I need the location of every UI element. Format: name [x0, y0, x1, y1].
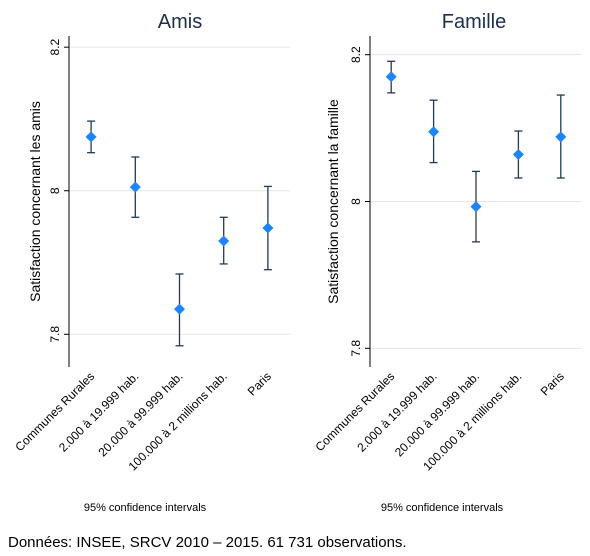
y-tick-label: 7.8: [48, 326, 62, 343]
y-axis-title: Satisfaction concernant la famille: [325, 99, 341, 304]
data-point: [174, 303, 185, 315]
y-tick-label: 8.2: [349, 46, 363, 63]
data-point: [85, 131, 97, 143]
x-tick-label: Paris: [245, 369, 274, 398]
x-tick-label: Communes Rurales: [312, 369, 397, 454]
x-tick-label: Paris: [538, 369, 567, 398]
ci-note: 95% confidence intervals: [84, 502, 207, 514]
y-tick-label: 8: [349, 198, 363, 205]
panel-title: Famille: [442, 11, 506, 33]
x-tick-label: Communes Rurales: [12, 369, 97, 454]
data-point: [555, 131, 567, 143]
figure: 7.8 8 8.2 Satisfaction concernant les amis A…: [12, 11, 582, 514]
y-axis-title: Satisfaction concernant les amis: [27, 101, 43, 302]
ci-note: 95% confidence intervals: [381, 502, 504, 514]
data-point: [129, 181, 141, 193]
data-point: [428, 126, 440, 138]
data-point: [512, 149, 524, 161]
x-tick-label: 20.000 à 99.999 hab.: [96, 369, 186, 459]
data-point: [218, 235, 230, 247]
source-note: Données: INSEE, SRCV 2010 – 2015. 61 731…: [8, 534, 407, 551]
x-tick-label: 2.000 à 19.999 hab.: [56, 369, 141, 454]
y-tick-label: 8.2: [48, 39, 62, 56]
chart-panel-1: 7.8 8 8.2 Satisfaction concernant les amis A…: [12, 11, 290, 514]
data-point: [470, 201, 482, 213]
y-tick-label: 8: [48, 187, 62, 194]
x-tick-label: 2.000 à 19.999 hab.: [354, 369, 439, 454]
data-point: [385, 71, 397, 83]
panel-title: Amis: [158, 11, 202, 33]
data-point: [262, 222, 274, 234]
y-tick-label: 7.8: [349, 340, 363, 357]
chart-panel-2: 7.8 8 8.2 Satisfaction concernant la famill…: [312, 11, 582, 514]
